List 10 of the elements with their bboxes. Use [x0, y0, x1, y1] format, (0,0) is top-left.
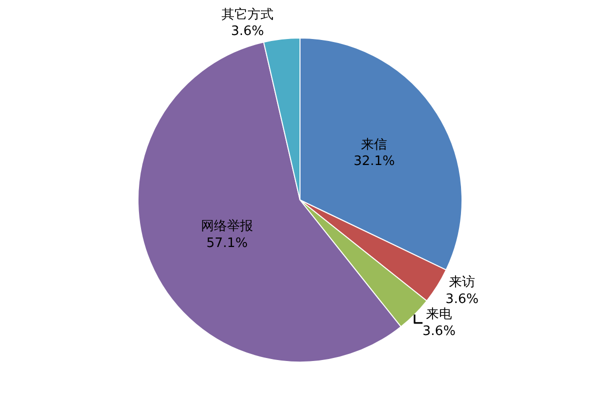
slice-label: 来信 — [361, 137, 388, 152]
data-label: 32.1% — [354, 154, 395, 170]
slice-label: 其它方式 — [221, 6, 274, 22]
slice-label: 来电 — [426, 307, 452, 322]
data-label: 3.6% — [422, 324, 456, 339]
data-label: 57.1% — [206, 236, 248, 252]
slice-label: 来访 — [449, 274, 476, 290]
data-label: 3.6% — [446, 292, 479, 308]
data-label: 3.6% — [230, 24, 264, 40]
slice-label: 网络举报 — [201, 219, 254, 234]
